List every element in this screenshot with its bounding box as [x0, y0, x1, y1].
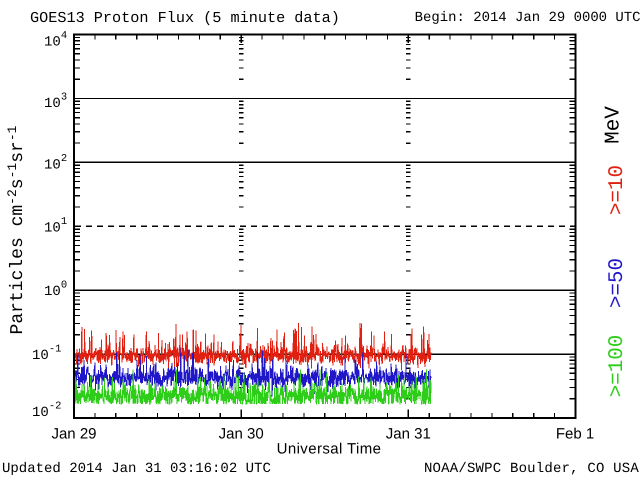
svg-text:Jan 29: Jan 29: [51, 426, 96, 443]
svg-text:Feb 1: Feb 1: [556, 426, 594, 443]
svg-text:>=100: >=100: [606, 335, 629, 397]
svg-text:>=50: >=50: [606, 258, 629, 308]
svg-text:GOES13 Proton Flux (5 minute d: GOES13 Proton Flux (5 minute data): [30, 9, 340, 27]
svg-text:NOAA/SWPC Boulder, CO USA: NOAA/SWPC Boulder, CO USA: [424, 461, 639, 477]
svg-text:Jan 31: Jan 31: [386, 426, 431, 443]
svg-text:Begin: 2014 Jan 29 0000 UTC: Begin: 2014 Jan 29 0000 UTC: [415, 10, 640, 26]
svg-text:MeV: MeV: [603, 106, 626, 144]
svg-text:>=10: >=10: [606, 165, 629, 215]
svg-text:Particles cm-2s-1sr-1: Particles cm-2s-1sr-1: [5, 125, 28, 334]
svg-text:Updated 2014 Jan 31 03:16:02 U: Updated 2014 Jan 31 03:16:02 UTC: [2, 461, 271, 477]
svg-text:Jan 30: Jan 30: [219, 426, 264, 443]
svg-text:Universal Time: Universal Time: [277, 441, 382, 458]
